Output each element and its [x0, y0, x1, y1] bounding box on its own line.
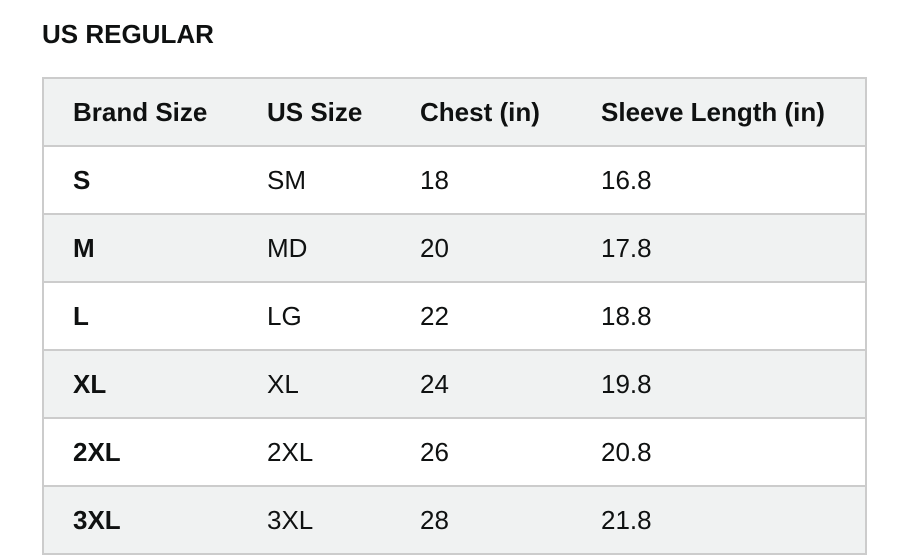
table-cell: MD — [238, 214, 391, 283]
table-cell: L — [43, 282, 238, 351]
table-cell: 3XL — [43, 486, 238, 555]
column-header: Sleeve Length (in) — [572, 78, 866, 147]
table-cell: 24 — [391, 350, 572, 419]
table-cell: 26 — [391, 418, 572, 487]
table-cell: SM — [238, 146, 391, 215]
section-title: US REGULAR — [42, 19, 214, 49]
table-row: M MD 20 17.8 — [43, 214, 866, 283]
table-cell: 19.8 — [572, 350, 866, 419]
table-cell: 2XL — [43, 418, 238, 487]
table-cell: 20.8 — [572, 418, 866, 487]
table-row: 2XL 2XL 26 20.8 — [43, 418, 866, 487]
table-cell: 2XL — [238, 418, 391, 487]
table-row: S SM 18 16.8 — [43, 146, 866, 215]
table-cell: 17.8 — [572, 214, 866, 283]
table-cell: LG — [238, 282, 391, 351]
header-row: Brand Size US Size Chest (in) Sleeve Length… — [43, 78, 866, 147]
table-cell: 22 — [391, 282, 572, 351]
column-header: Brand Size — [43, 78, 238, 147]
table-cell: 18.8 — [572, 282, 866, 351]
table-cell: 28 — [391, 486, 572, 555]
table-cell: 21.8 — [572, 486, 866, 555]
table-cell: XL — [238, 350, 391, 419]
table-cell: 16.8 — [572, 146, 866, 215]
table-head: Brand Size US Size Chest (in) Sleeve Length… — [43, 78, 866, 147]
table-cell: 18 — [391, 146, 572, 215]
size-table: Brand Size US Size Chest (in) Sleeve Length… — [42, 77, 867, 555]
table-cell: S — [43, 146, 238, 215]
table-cell: 3XL — [238, 486, 391, 555]
table-cell: 20 — [391, 214, 572, 283]
table-row: 3XL 3XL 28 21.8 — [43, 486, 866, 555]
table-body: S SM 18 16.8 M MD 20 17.8 L LG 22 18.8 XL XL 24 19.8 2XL… — [43, 146, 866, 555]
column-header: US Size — [238, 78, 391, 147]
column-header: Chest (in) — [391, 78, 572, 147]
table-cell: XL — [43, 350, 238, 419]
table-cell: M — [43, 214, 238, 283]
table-row: L LG 22 18.8 — [43, 282, 866, 351]
table-row: XL XL 24 19.8 — [43, 350, 866, 419]
